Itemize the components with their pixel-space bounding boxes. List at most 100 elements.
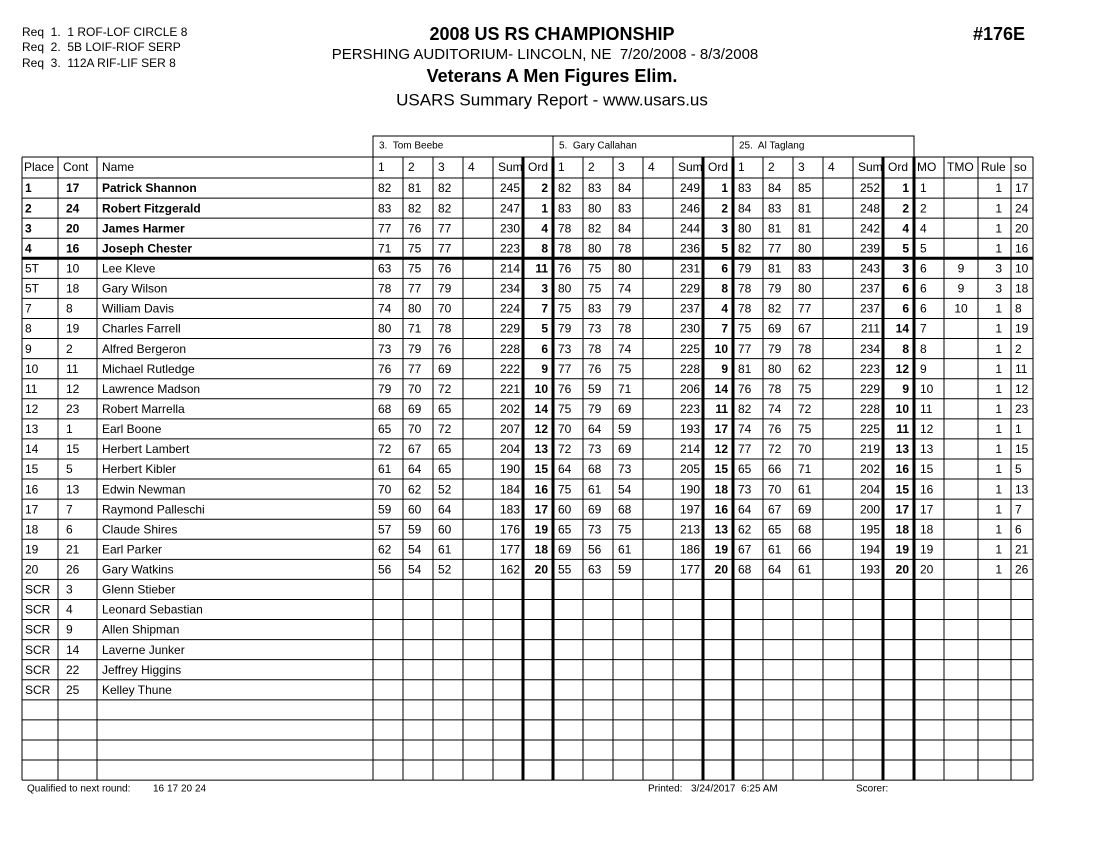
score: 83 xyxy=(798,261,812,275)
mo: 1 xyxy=(920,181,927,195)
score: 69 xyxy=(588,502,602,516)
score: 70 xyxy=(438,302,452,316)
score: 82 xyxy=(438,181,452,195)
score: 61 xyxy=(798,482,812,496)
score: 82 xyxy=(738,402,752,416)
score: 81 xyxy=(768,221,782,235)
cont: 8 xyxy=(66,302,73,316)
score: 72 xyxy=(378,442,392,456)
score: 74 xyxy=(378,302,392,316)
score: 71 xyxy=(378,241,392,255)
cont: 5 xyxy=(66,462,73,476)
place: 1 xyxy=(25,181,32,195)
score: 66 xyxy=(798,542,812,556)
rule: 1 xyxy=(995,502,1002,516)
score: 77 xyxy=(408,362,422,376)
ord: 7 xyxy=(541,302,548,316)
sum: 176 xyxy=(500,522,520,536)
sum: 197 xyxy=(680,502,700,516)
so: 19 xyxy=(1015,322,1029,336)
ord: 19 xyxy=(715,542,729,556)
col-header: Ord xyxy=(528,160,548,174)
score: 78 xyxy=(738,302,752,316)
cont: 10 xyxy=(66,261,80,275)
mo: 5 xyxy=(920,241,927,255)
rule: 1 xyxy=(995,181,1002,195)
mo: 9 xyxy=(920,362,927,376)
ord: 5 xyxy=(541,322,548,336)
name: Alfred Bergeron xyxy=(102,342,186,356)
score: 70 xyxy=(378,482,392,496)
col-header: 3 xyxy=(438,160,445,174)
ord: 6 xyxy=(902,282,909,296)
name: Charles Farrell xyxy=(102,322,181,336)
sum: 223 xyxy=(860,362,880,376)
score: 79 xyxy=(378,382,392,396)
score: 65 xyxy=(558,522,572,536)
score: 79 xyxy=(558,322,572,336)
so: 7 xyxy=(1015,502,1022,516)
sum: 202 xyxy=(500,402,520,416)
ord: 8 xyxy=(721,282,728,296)
sum: 222 xyxy=(500,362,520,376)
sum: 242 xyxy=(860,221,880,235)
score: 72 xyxy=(438,422,452,436)
ord: 18 xyxy=(896,522,910,536)
mo: 4 xyxy=(920,221,927,235)
cont: 4 xyxy=(66,603,73,617)
ord: 16 xyxy=(715,502,729,516)
sum: 228 xyxy=(680,362,700,376)
ord: 6 xyxy=(541,342,548,356)
score: 59 xyxy=(618,422,632,436)
place: 10 xyxy=(25,362,39,376)
sum: 229 xyxy=(500,322,520,336)
mo: 6 xyxy=(920,282,927,296)
ord: 12 xyxy=(896,362,910,376)
cont: 15 xyxy=(66,442,80,456)
name: Earl Boone xyxy=(102,422,162,436)
score: 77 xyxy=(408,282,422,296)
so: 10 xyxy=(1015,261,1029,275)
score: 75 xyxy=(618,362,632,376)
score: 76 xyxy=(438,261,452,275)
rule: 1 xyxy=(995,362,1002,376)
score: 75 xyxy=(588,261,602,275)
score: 62 xyxy=(798,362,812,376)
name: Claude Shires xyxy=(102,522,177,536)
score: 70 xyxy=(558,422,572,436)
rule: 1 xyxy=(995,522,1002,536)
name: Edwin Newman xyxy=(102,482,185,496)
ord: 11 xyxy=(896,422,909,436)
ord: 17 xyxy=(535,502,549,516)
ord: 10 xyxy=(535,382,549,396)
sum: 223 xyxy=(680,402,700,416)
judge-name: 5. Gary Callahan xyxy=(559,141,637,152)
col-header: 1 xyxy=(378,160,385,174)
place: 4 xyxy=(25,241,32,255)
qualified-cont: 17 xyxy=(167,784,179,795)
score: 78 xyxy=(618,241,632,255)
ord: 14 xyxy=(715,382,729,396)
ord: 6 xyxy=(902,302,909,316)
score: 75 xyxy=(588,282,602,296)
so: 23 xyxy=(1015,402,1029,416)
event: Veterans A Men Figures Elim. xyxy=(427,66,678,86)
col-header: 2 xyxy=(588,160,595,174)
score: 61 xyxy=(768,542,782,556)
mo: 10 xyxy=(920,382,934,396)
score: 80 xyxy=(798,282,812,296)
ord: 1 xyxy=(721,181,728,195)
score: 68 xyxy=(588,462,602,476)
score: 79 xyxy=(618,302,632,316)
score: 73 xyxy=(378,342,392,356)
col-header: Cont xyxy=(63,160,89,174)
sum: 207 xyxy=(500,422,520,436)
rule: 1 xyxy=(995,563,1002,577)
sum: 204 xyxy=(500,442,520,456)
score: 69 xyxy=(768,322,782,336)
sum: 221 xyxy=(500,382,520,396)
cont: 22 xyxy=(66,663,80,677)
sum: 186 xyxy=(680,542,700,556)
sum: 205 xyxy=(680,462,700,476)
